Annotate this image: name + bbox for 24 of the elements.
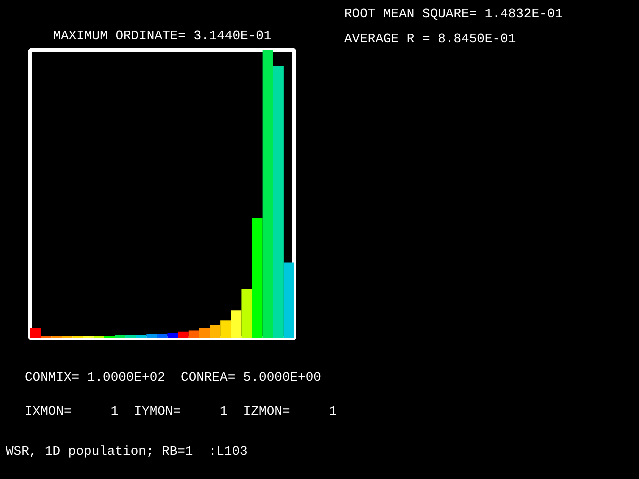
bar (126, 335, 136, 338)
text: ROOT MEAN SQUARE= 1.4832E-01 (344, 6, 564, 22)
bar (136, 335, 147, 338)
bar (30, 328, 42, 338)
bar (157, 334, 168, 338)
bar (262, 50, 274, 338)
bar (273, 66, 284, 338)
bar (188, 330, 200, 338)
chart-title: MAXIMUM ORDINATE= 3.1440E-01 (53, 28, 272, 44)
bar (178, 332, 189, 338)
bar (199, 328, 210, 338)
text: AVERAGE R = 8.8450E-01 (344, 32, 516, 46)
bar (168, 333, 178, 338)
bar (146, 334, 158, 338)
bar (220, 320, 232, 338)
text: IXMON= 1 IYMON= 1 IZMON= 1 (25, 403, 338, 421)
text: CONMIX= 1.0000E+02 CONREA= 5.0000E+00 (25, 369, 322, 387)
text: WSR, 1D population; RB=1 :L103 (6, 443, 248, 461)
bar (252, 218, 263, 338)
bar (210, 325, 221, 338)
bar (284, 262, 294, 338)
bar (242, 290, 252, 338)
bar (231, 310, 242, 338)
bar (114, 335, 126, 338)
